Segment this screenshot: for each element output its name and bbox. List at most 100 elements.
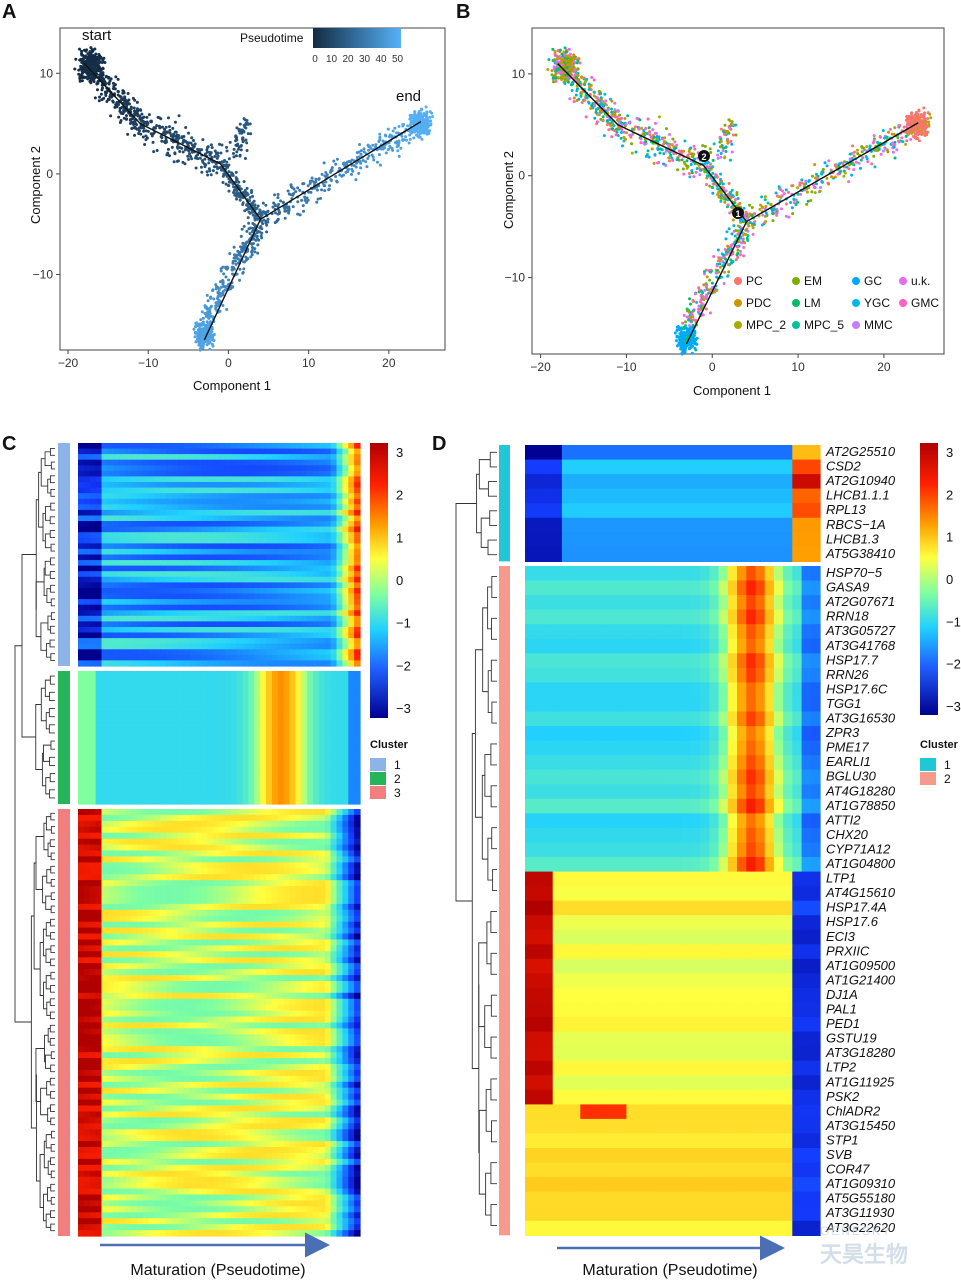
heatmap-cell [354, 560, 361, 567]
cell-point [587, 101, 591, 105]
cell-point [167, 125, 171, 129]
heatmap-cell [324, 521, 332, 528]
heatmap-cell [172, 459, 179, 466]
heatmap-cell [289, 571, 296, 578]
heatmap-cell [289, 443, 296, 450]
cell-point [128, 121, 132, 125]
heatmap-cell [342, 560, 349, 567]
cell-point [734, 133, 738, 137]
heatmap-cell [148, 443, 155, 450]
cell-point [761, 213, 765, 217]
cell-point [238, 198, 242, 202]
heatmap-cell [83, 582, 91, 589]
cell-point [103, 61, 107, 65]
heatmap-cell [189, 582, 197, 589]
heatmap-cell [195, 537, 202, 544]
cell-point [746, 239, 750, 243]
heatmap-cell [113, 526, 120, 533]
cell-point [264, 203, 268, 207]
heatmap-cell [318, 482, 326, 489]
heatmap-cell [213, 532, 220, 539]
cell-point [210, 330, 214, 334]
panel-c-dendrogram [14, 447, 55, 1232]
cell-point [334, 162, 338, 166]
heatmap-cell [348, 476, 355, 483]
cell-point [367, 154, 371, 158]
heatmap-cell [189, 543, 197, 550]
cell-point [703, 288, 707, 292]
heatmap-cell [166, 465, 173, 472]
cell-point [408, 133, 412, 137]
heatmap-cell [271, 498, 279, 505]
cell-point [199, 318, 203, 322]
heatmap-cell [254, 571, 261, 578]
cell-point [410, 121, 414, 125]
cell-point [93, 67, 97, 71]
heatmap-cell [201, 459, 208, 466]
heatmap-cell [113, 543, 120, 550]
heatmap-cell [83, 454, 91, 461]
heatmap-cell [83, 509, 91, 517]
cell-point [208, 307, 212, 311]
heatmap-cell [101, 443, 108, 450]
heatmap-cell [189, 560, 197, 567]
heatmap-cell [236, 487, 244, 494]
heatmap-cell [130, 504, 138, 511]
cell-point [418, 132, 422, 136]
cell-point [573, 60, 576, 64]
heatmap-cell [130, 537, 138, 544]
heatmap-cell [277, 498, 285, 505]
cell-point [730, 142, 734, 146]
cell-point [649, 135, 653, 139]
cell-point [883, 136, 887, 140]
heatmap-cell [354, 548, 361, 556]
heatmap-cell [154, 504, 161, 511]
cell-point [163, 131, 167, 135]
cell-point [750, 205, 754, 209]
cell-point [719, 151, 723, 155]
cell-point [101, 71, 105, 75]
heatmap-cell [248, 526, 255, 533]
heatmap-cell [142, 487, 150, 494]
heatmap-cell [107, 548, 114, 556]
heatmap-cell [201, 560, 208, 567]
heatmap-cell [348, 493, 355, 500]
cell-point [230, 285, 234, 289]
cell-point [235, 126, 239, 130]
heatmap-cell [89, 554, 97, 561]
heatmap-cell [195, 526, 202, 533]
heatmap-cell [254, 465, 261, 472]
cell-point [587, 87, 591, 91]
heatmap-cell [301, 554, 308, 561]
heatmap-cell [313, 543, 320, 550]
heatmap-cell [336, 504, 343, 511]
cell-point [674, 146, 678, 150]
heatmap-cell [283, 532, 291, 539]
cell-point [723, 270, 727, 274]
cell-point [675, 328, 679, 332]
cell-point [205, 293, 209, 297]
heatmap-cell [236, 476, 244, 483]
cell-point [736, 224, 740, 228]
heatmap-cell [160, 582, 167, 589]
cell-point [639, 141, 643, 145]
cell-point [693, 292, 697, 296]
heatmap-cell [101, 565, 108, 572]
cell-point [751, 232, 755, 236]
cell-point [669, 153, 673, 157]
cell-point [558, 56, 562, 60]
heatmap-cell [160, 470, 167, 478]
cell-point [891, 150, 895, 154]
cell-point [174, 130, 178, 134]
heatmap-cell [136, 454, 144, 461]
cell-point [858, 166, 862, 170]
heatmap-cell [177, 560, 185, 567]
cell-point [610, 110, 614, 114]
heatmap-cell [177, 448, 185, 455]
heatmap-cell [277, 543, 285, 550]
cell-point [784, 188, 788, 192]
heatmap-cell [148, 571, 155, 578]
heatmap-cell [260, 548, 267, 556]
heatmap-cell [160, 443, 167, 450]
cell-point [787, 215, 791, 219]
